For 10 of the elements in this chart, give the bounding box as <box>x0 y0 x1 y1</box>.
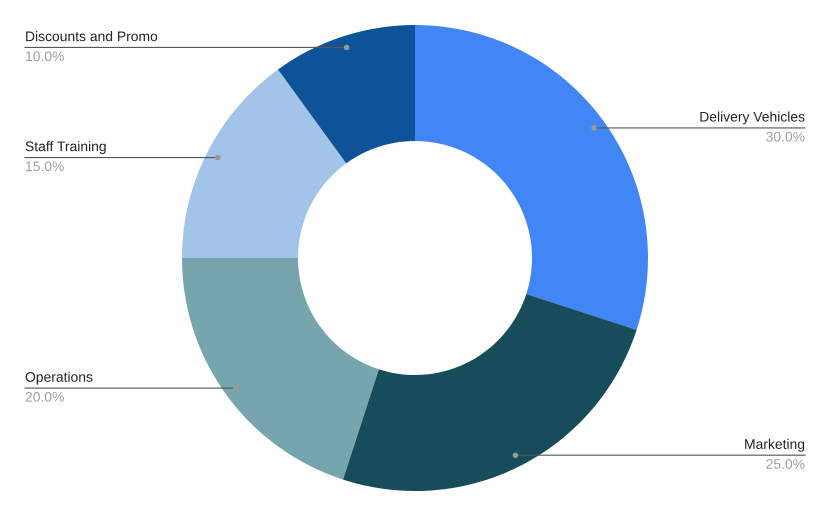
slice-label: Staff Training <box>26 141 106 154</box>
data-label: 15.0% <box>26 161 64 172</box>
data-label: 30.0% <box>766 132 805 142</box>
slice-label: Delivery Vehicles <box>700 111 804 124</box>
slice-label: Operations <box>26 372 92 385</box>
data-label: 20.0% <box>26 392 64 402</box>
data-label: 25.0% <box>766 459 805 469</box>
data-label: 10.0% <box>26 51 64 62</box>
slice-label: Marketing <box>745 438 804 452</box>
slice-label: Discounts and Promo <box>26 31 158 42</box>
